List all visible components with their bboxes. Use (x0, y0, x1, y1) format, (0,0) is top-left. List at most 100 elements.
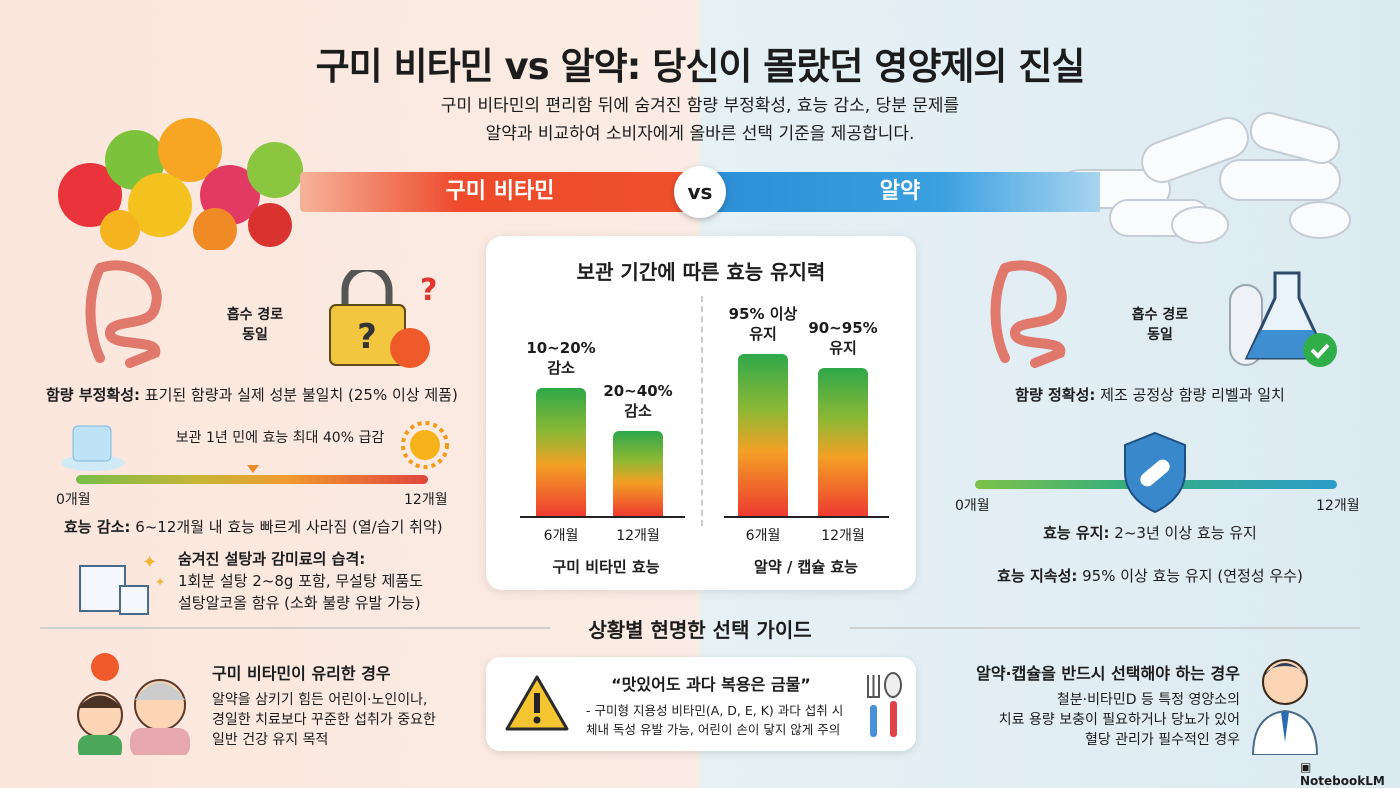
ice-cube-icon (61, 425, 125, 471)
svg-text:?: ? (357, 317, 377, 357)
text: 2~3년 이상 효능 유지 (1109, 524, 1257, 542)
intestine-icon (990, 260, 1067, 368)
warning-bubble: “맛있어도 과다 복용은 금물” - 구미형 지용성 비타민(A, D, E, … (486, 657, 916, 751)
vs-badge: vs (674, 166, 726, 218)
label: 효능 지속성: (997, 567, 1078, 585)
case-line: 치료 용량 보충이 필요하거나 당뇨가 있어 (998, 712, 1240, 728)
bar-label-line: 감소 (547, 358, 575, 377)
bar-data-label: 95% 이상 유지 (708, 304, 818, 344)
chart-group-label: 알약 / 캡슐 효능 (754, 558, 858, 576)
timeline-end: 12개월 (404, 492, 448, 508)
chart-title: 보관 기간에 따른 효능 유지력 (576, 260, 826, 284)
case-line: 철분·비타민D 등 특정 영양소의 (1056, 692, 1240, 708)
pill-absorption: 흡수 경로 동일 (1105, 305, 1215, 345)
label: 함량 부정확성: (46, 386, 141, 404)
gummy-timeline-bar (76, 475, 428, 484)
chart-baseline (724, 516, 889, 518)
divider (850, 627, 1360, 629)
chart-bar (536, 387, 586, 516)
gummy-banner: 구미 비타민 (300, 172, 700, 212)
chart-card: 보관 기간에 따른 효능 유지력 10~20% 감소 6개월 20~40% 감소 12개월… (486, 236, 916, 590)
text: 95% 이상 효능 유지 (연정성 우수) (1077, 567, 1303, 585)
absorption-line: 흡수 경로 (226, 307, 284, 323)
pills-icon (1059, 112, 1351, 244)
fork-spoon-icon (867, 672, 902, 737)
gummy-decay: 효능 감소: 6~12개월 내 효능 빠르게 사라짐 (열/습기 취약) (64, 516, 484, 538)
timeline-start: 0개월 (56, 492, 91, 508)
absorption-line: 동일 (242, 327, 268, 343)
sugar-cube-icon: ✦✦ (79, 552, 165, 615)
bar-label-line: 유지 (829, 338, 857, 357)
shield-pill-icon (1124, 431, 1186, 514)
guide-title: 상황별 현명한 선택 가이드 (588, 618, 812, 642)
sugar-line: 설탕알코올 함유 (소화 불량 유발 가능) (178, 594, 421, 612)
warning-icon (505, 675, 569, 731)
text: 제조 공정상 함량 리벨과 일치 (1095, 386, 1285, 404)
pill-banner: 알약 (700, 172, 1100, 212)
timeline-start: 0개월 (955, 498, 990, 514)
chart-bar (818, 367, 868, 516)
sugar-line: 1회분 설탕 2~8g 포함, 무설탕 제품도 (178, 572, 423, 590)
bar-category-label: 6개월 (543, 528, 579, 544)
label: 함량 정확성: (1015, 386, 1096, 404)
label: 효능 감소: (64, 518, 131, 536)
watermark: ▣ NotebookLM (1300, 760, 1385, 788)
chart-group-label: 구미 비타민 효능 (552, 558, 660, 576)
case-line: 혈당 관리가 필수적인 경우 (1084, 732, 1240, 748)
intestine-icon (85, 260, 162, 368)
pill-case-title: 알약·캡슐을 반드시 선택해야 하는 경우 (976, 664, 1240, 683)
bar-data-label: 90~95% 유지 (788, 318, 898, 358)
child-elder-icon (77, 653, 190, 755)
pill-durability: 효능 지속성: 95% 이상 효능 유지 (연정성 우수) (960, 565, 1340, 587)
lock-question-icon: ?? (329, 270, 437, 368)
gummy-timeline-note: 보관 1년 민에 효능 최대 40% 급감 (175, 430, 385, 446)
gummy-case-title: 구미 비타민이 유리한 경우 (212, 664, 391, 683)
timeline-end: 12개월 (1316, 498, 1360, 514)
sun-icon (401, 421, 449, 469)
text: 6~12개월 내 효능 빠르게 사라짐 (열/습기 취약) (130, 518, 443, 536)
bar-label-line: 10~20% (526, 338, 596, 357)
doctor-icon (1251, 659, 1319, 755)
pill-accuracy: 함량 정확성: 제조 공정상 함량 리벨과 일치 (960, 384, 1340, 406)
label: 효능 유지: (1043, 524, 1110, 542)
bar-label-line: 90~95% (808, 318, 878, 337)
chart-divider (701, 296, 703, 526)
bar-data-label: 20~40% 감소 (583, 381, 693, 421)
gummy-accuracy: 함량 부정확성: 표기된 함량과 실제 성분 불일치 (25% 이상 제품) (46, 384, 486, 406)
bar-label-line: 95% 이상 (728, 304, 798, 323)
pill-case: 알약·캡슐을 반드시 선택해야 하는 경우 철분·비타민D 등 특정 영양소의 … (925, 660, 1240, 750)
subtitle: 구미 비타민의 편리함 뒤에 숨겨진 함량 부정확성, 효능 감소, 당분 문제… (350, 92, 1050, 148)
text: 표기된 함량과 실제 성분 불일치 (25% 이상 제품) (140, 386, 458, 404)
bar-category-label: 12개월 (821, 528, 865, 544)
svg-text:✦: ✦ (155, 575, 165, 589)
bar-category-label: 12개월 (616, 528, 660, 544)
svg-text:✦: ✦ (142, 552, 157, 573)
bar-label-line: 감소 (624, 401, 652, 420)
sugar-title: 숨겨진 설탕과 감미료의 습격: (178, 550, 366, 568)
bar-data-label: 10~20% 감소 (506, 338, 616, 378)
page-title: 구미 비타민 vs 알약: 당신이 몰랐던 영양제의 진실 (315, 45, 1086, 88)
flask-check-icon (1229, 271, 1337, 367)
subtitle-line: 구미 비타민의 편리함 뒤에 숨겨진 함량 부정확성, 효능 감소, 당분 문제… (440, 96, 960, 116)
absorption-line: 흡수 경로 (1131, 307, 1189, 323)
svg-text:?: ? (420, 273, 437, 308)
gummy-case: 구미 비타민이 유리한 경우 알약을 삼키기 힘든 어린이·노인이나, 경일한 … (212, 660, 482, 750)
chart-baseline (520, 516, 685, 518)
warning-line: - 구미형 지용성 비타민(A, D, E, K) 과다 섭취 시 (586, 703, 844, 718)
case-line: 일반 건강 유지 목적 (212, 732, 329, 748)
chart-area: 10~20% 감소 6개월 20~40% 감소 12개월 구미 비타민 효능 95% 이상 유지… (486, 236, 916, 590)
pill-retention: 효능 유지: 2~3년 이상 효능 유지 (960, 522, 1340, 544)
gummies-icon (58, 118, 303, 250)
chart-bar (613, 430, 663, 516)
subtitle-line: 알약과 비교하여 소비자에게 올바른 선택 기준을 제공합니다. (485, 124, 915, 144)
bar-label-line: 유지 (749, 324, 777, 343)
warning-title: “맛있어도 과다 복용은 금물” (611, 675, 811, 694)
timeline-marker-icon (247, 465, 259, 473)
chart-bar (738, 353, 788, 516)
divider (40, 627, 550, 629)
watermark-text: NotebookLM (1300, 774, 1385, 788)
warning-line: 체내 독성 유발 가능, 어린이 손이 닿지 않게 주의 (586, 722, 841, 737)
case-line: 경일한 치료보다 꾸준한 섭취가 중요한 (212, 712, 436, 728)
